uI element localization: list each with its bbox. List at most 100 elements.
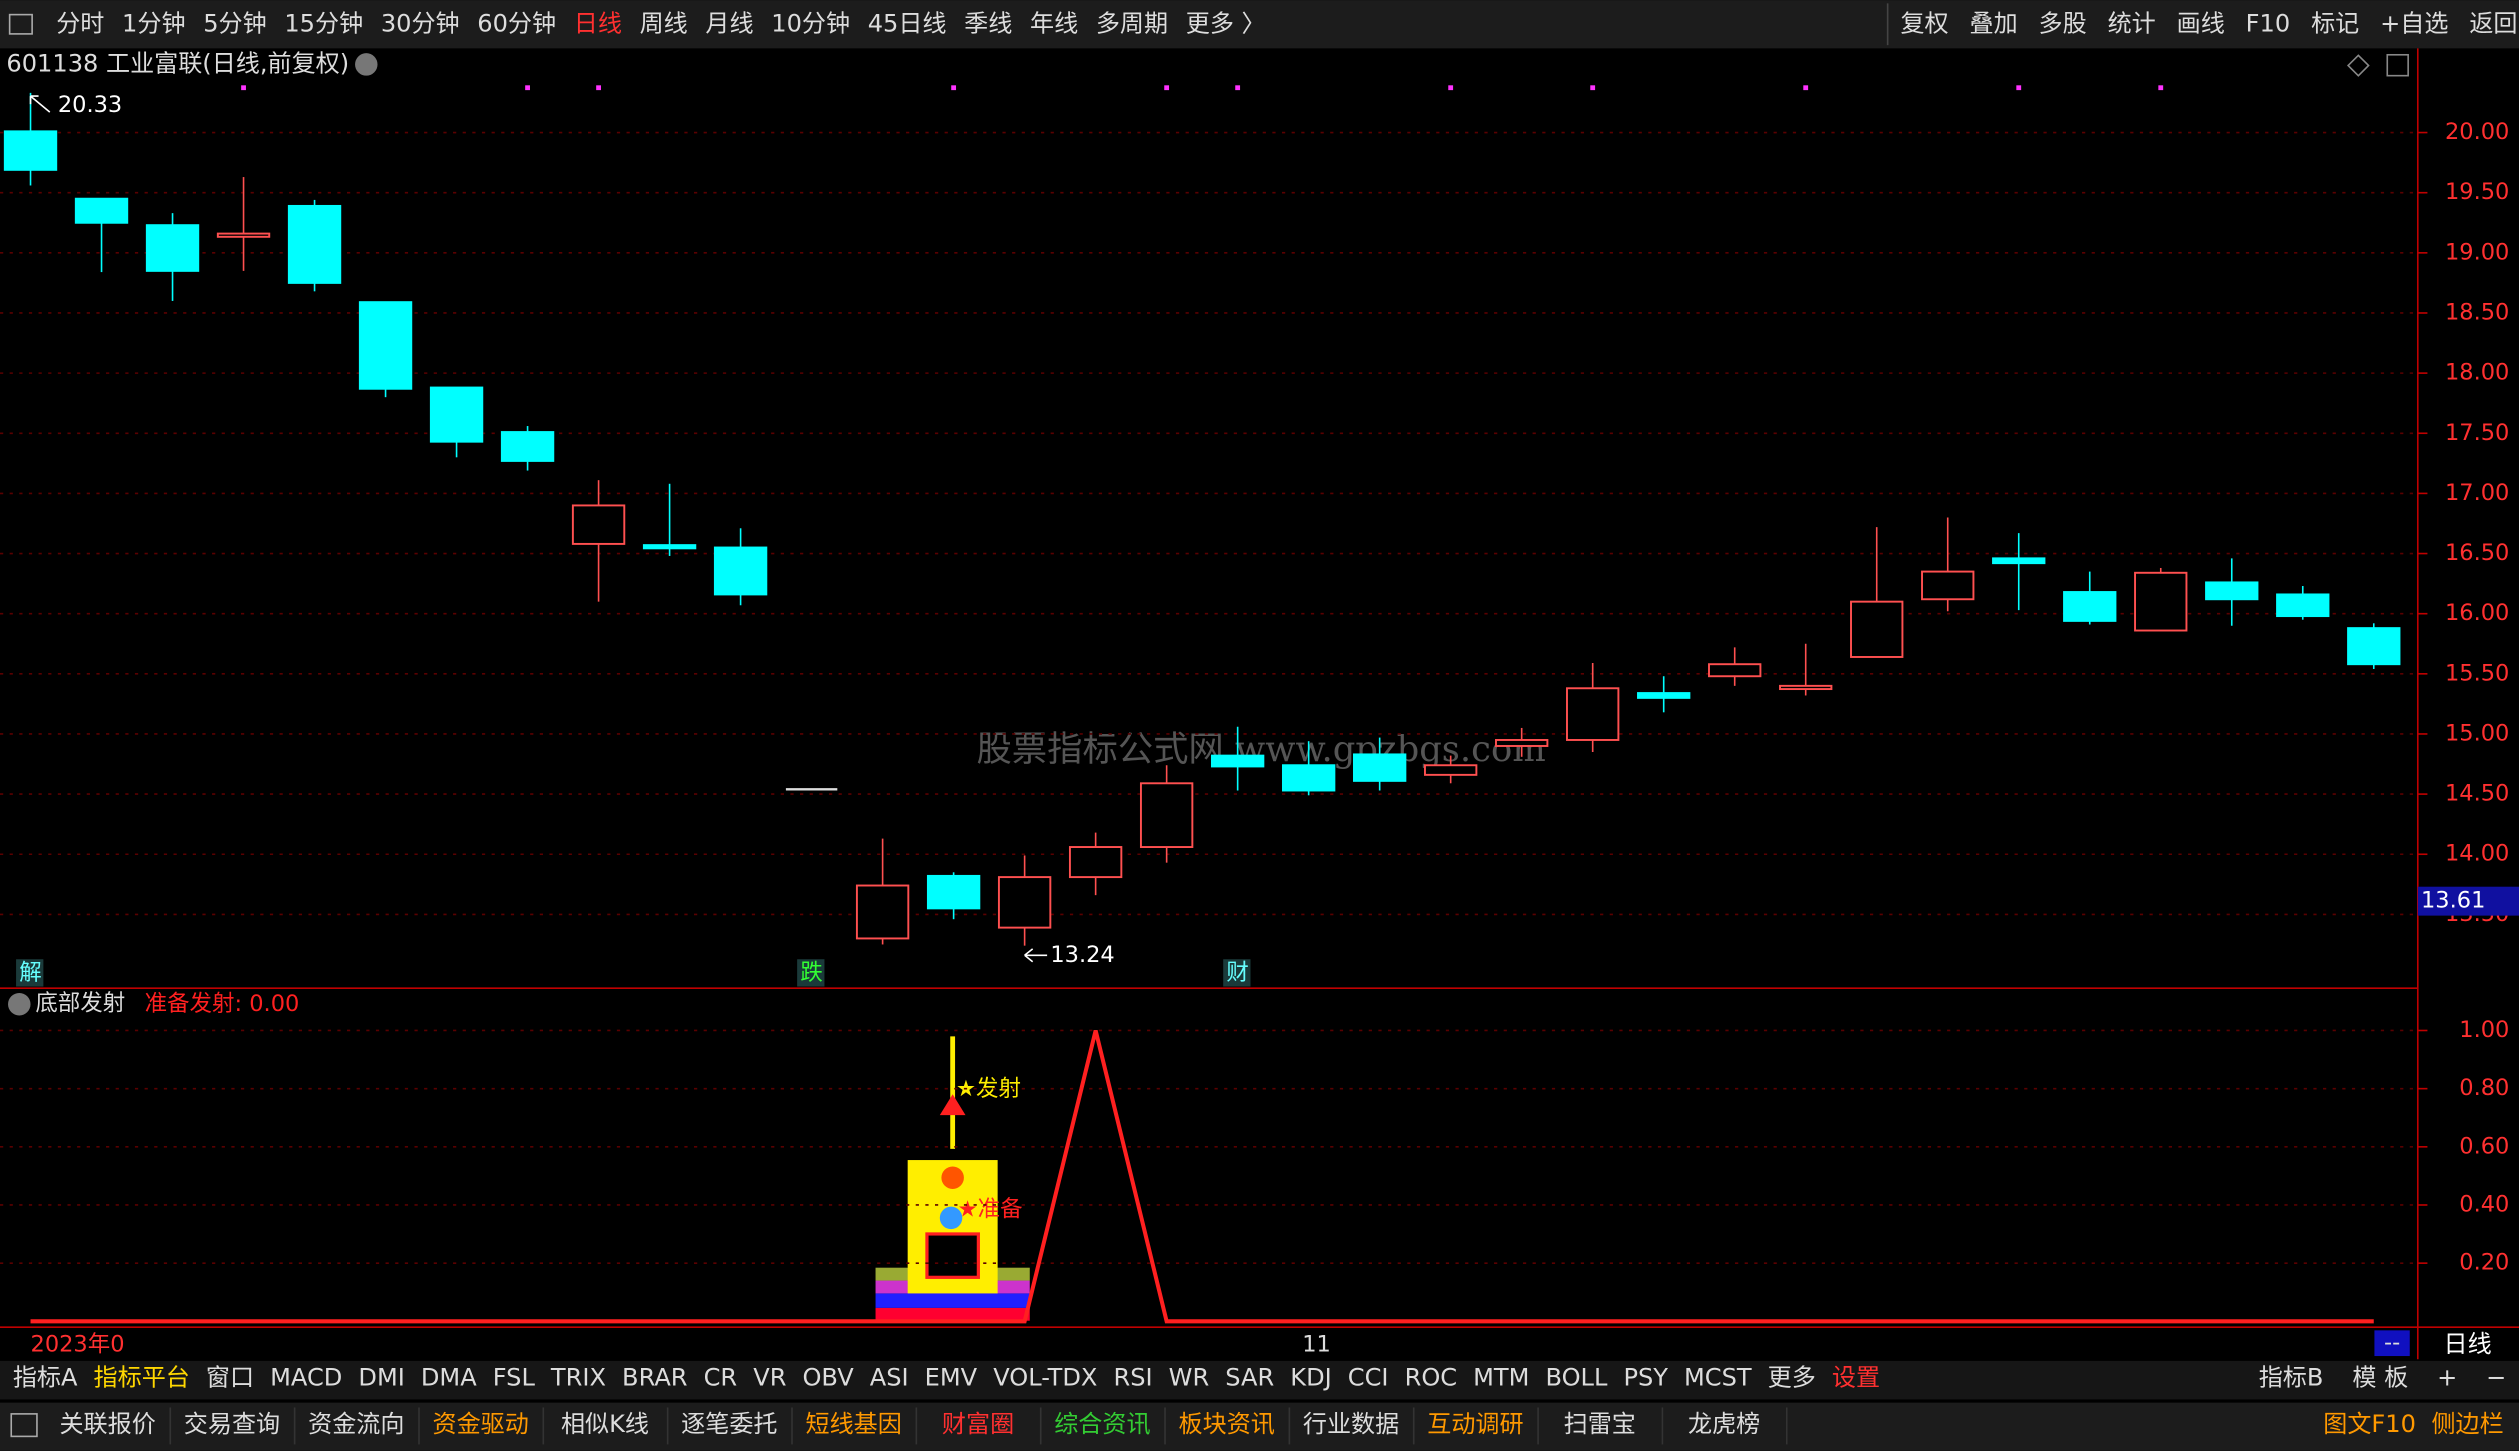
event-dot[interactable] [951,85,957,91]
toolbar-item[interactable]: 更多 〉 [1186,9,1266,37]
toolbar-item[interactable]: VOL-TDX [993,1364,1097,1392]
bottom-item[interactable]: 逐笔委托 [681,1410,777,1438]
y-tick-label: 17.00 [2445,480,2509,506]
toolbar-item[interactable]: 10分钟 [771,9,850,37]
toolbar-item[interactable]: CCI [1348,1364,1389,1392]
toolbar-item[interactable]: ROC [1405,1364,1458,1392]
bottom-item[interactable]: 资金流向 [308,1410,404,1438]
toolbar-item[interactable]: 窗口 [206,1364,254,1392]
bottom-item[interactable]: 龙虎榜 [1688,1410,1760,1438]
high-label: 20.33 [58,92,122,118]
toolbar-item[interactable]: +自选 [2380,9,2448,37]
toolbar-item[interactable]: 5分钟 [203,9,266,37]
toolbar-item[interactable]: 标记 [2311,9,2359,37]
toolbar-item[interactable]: 60分钟 [477,9,556,37]
toolbar-item[interactable]: 指标平台 [94,1364,190,1392]
toolbar-item[interactable]: RSI [1113,1364,1152,1392]
toolbar-item[interactable]: 叠加 [1970,9,2018,37]
event-dot[interactable] [525,85,530,91]
panel-icon[interactable] [10,1413,38,1438]
bottom-item[interactable]: 图文F10 [2323,1410,2416,1438]
toolbar-item[interactable]: FSL [493,1364,536,1392]
bottom-item[interactable]: 资金驱动 [433,1410,529,1438]
toolbar-item[interactable]: + [2437,1364,2457,1392]
candle-body [1068,846,1123,879]
bottom-item[interactable]: 板块资讯 [1179,1410,1275,1438]
toolbar-item[interactable]: 月线 [705,9,753,37]
toolbar-item[interactable]: DMA [421,1364,477,1392]
toolbar-item[interactable]: 年线 [1030,9,1078,37]
toolbar-item[interactable]: KDJ [1290,1364,1331,1392]
toolbar-item[interactable]: 30分钟 [381,9,460,37]
y-tick-label: 18.00 [2445,360,2509,386]
event-dot[interactable] [1803,85,1809,91]
toolbar-item[interactable]: BOLL [1546,1364,1608,1392]
bottom-item[interactable]: 扫雷宝 [1564,1410,1636,1438]
menu-icon[interactable] [8,13,33,35]
toolbar-item[interactable]: MACD [270,1364,342,1392]
toolbar-item[interactable]: ASI [870,1364,909,1392]
toolbar-item[interactable]: 统计 [2108,9,2156,37]
icon[interactable] [2346,54,2370,77]
toolbar-item[interactable]: 画线 [2177,9,2225,37]
event-dot[interactable] [241,85,246,91]
toolbar-item[interactable]: OBV [802,1364,854,1392]
bottom-item[interactable]: 综合资讯 [1054,1410,1150,1438]
bottom-item[interactable]: 交易查询 [184,1410,280,1438]
event-dot[interactable] [596,85,601,91]
event-marker-label[interactable]: 解 [19,960,41,986]
y-tick-label: 16.00 [2445,600,2509,626]
toolbar-item[interactable]: 多周期 [1096,9,1168,37]
event-dot[interactable] [1235,85,1241,91]
toolbar-item[interactable]: VR [753,1364,786,1392]
toolbar-item[interactable]: F10 [2246,9,2290,37]
dropdown-icon[interactable] [8,992,31,1016]
toolbar-item[interactable]: 周线 [640,9,688,37]
toolbar-item[interactable]: 返回 [2469,9,2517,37]
toolbar-item[interactable]: PSY [1623,1364,1668,1392]
bottom-item[interactable]: 关联报价 [59,1410,155,1438]
bottom-item[interactable]: 互动调研 [1427,1410,1523,1438]
toolbar-item[interactable]: BRAR [622,1364,688,1392]
bottom-item[interactable]: 短线基因 [806,1410,902,1438]
event-marker-label[interactable]: 跌 [800,960,822,986]
toolbar-item[interactable]: 多股 [2039,9,2087,37]
event-dot[interactable] [2016,85,2022,91]
bottom-item[interactable]: 侧边栏 [2431,1410,2503,1438]
event-dot[interactable] [1164,85,1170,91]
candle-body [1992,557,2046,565]
candle-body [2134,571,2188,632]
toolbar-item[interactable]: 季线 [964,9,1012,37]
toolbar-item[interactable]: MTM [1473,1364,1529,1392]
toolbar-item[interactable]: 指标A [13,1364,78,1392]
toolbar-item[interactable]: CR [704,1364,738,1392]
toolbar-item[interactable]: MCST [1684,1364,1752,1392]
toolbar-item[interactable]: − [2486,1364,2506,1392]
bottom-item[interactable]: 相似K线 [561,1410,649,1438]
toolbar-item[interactable]: 45日线 [868,9,947,37]
event-dot[interactable] [1590,85,1596,91]
event-marker-label[interactable]: 财 [1226,960,1248,986]
icon[interactable] [2386,53,2409,77]
toolbar-item[interactable]: 15分钟 [284,9,363,37]
toolbar-item[interactable]: 指标B [2259,1364,2324,1392]
toolbar-item[interactable]: TRIX [550,1364,606,1392]
toolbar-item[interactable]: 分时 [56,9,104,37]
indicator-legend: 准备发射: 0.00 [145,991,300,1017]
toolbar-item[interactable]: WR [1169,1364,1210,1392]
toolbar-item[interactable]: 模 板 [2352,1364,2408,1392]
dropdown-icon[interactable] [355,53,378,76]
toolbar-item[interactable]: 1分钟 [122,9,185,37]
toolbar-item[interactable]: EMV [925,1364,978,1392]
toolbar-item[interactable]: SAR [1225,1364,1274,1392]
event-dot[interactable] [1448,85,1454,91]
toolbar-item[interactable]: 日线 [574,9,622,37]
toolbar-item[interactable]: 设置 [1832,1364,1880,1392]
toolbar-item[interactable]: 复权 [1900,9,1948,37]
toolbar-item[interactable]: 更多 [1768,1364,1816,1392]
bottom-item[interactable]: 财富圈 [942,1410,1014,1438]
event-dot[interactable] [2158,85,2164,91]
toolbar-item[interactable]: DMI [358,1364,404,1392]
candle-body [1352,753,1407,782]
bottom-item[interactable]: 行业数据 [1303,1410,1399,1438]
